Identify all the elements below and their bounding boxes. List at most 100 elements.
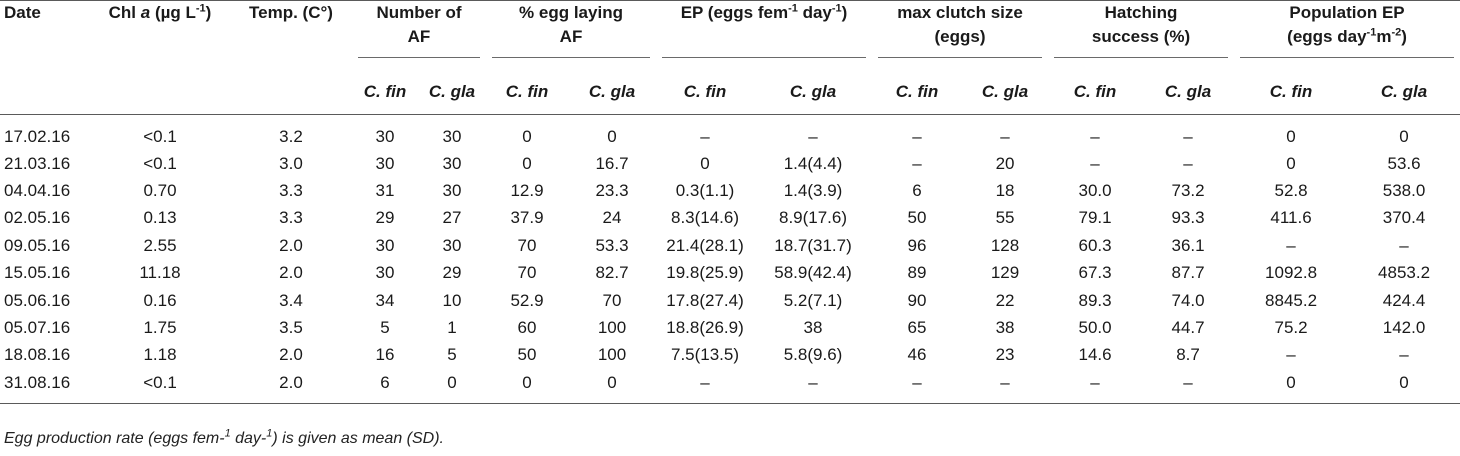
table-cell: <0.1 xyxy=(143,153,177,173)
table-cell: – xyxy=(1399,345,1409,365)
table-cell: 0 xyxy=(1286,126,1296,146)
table-cell: 55 xyxy=(995,208,1015,228)
subheader-c-gla: C. gla xyxy=(1348,70,1460,115)
table-row: 05.06.16 0.16 3.4 34 10 52.9 70 17.8(27.4) 5.2(7… xyxy=(0,287,1460,314)
table-cell: 1092.8 xyxy=(1265,263,1318,283)
col-header-chl: Chl a (µg L-1) xyxy=(90,0,230,115)
table-cell: 0.13 xyxy=(143,208,177,228)
table-cell: 53.6 xyxy=(1387,153,1421,173)
table-cell: – xyxy=(962,369,1049,404)
table-cell: – xyxy=(1183,126,1193,146)
table-cell: 30 xyxy=(442,181,462,201)
col-header-temp: Temp. (C°) xyxy=(230,0,352,115)
table-cell: 34 xyxy=(375,290,395,310)
table-cell: 05.07.16 xyxy=(4,318,71,338)
table-cell: 79.1 xyxy=(1078,208,1112,228)
col-header-hatching: Hatching success (%) xyxy=(1048,0,1235,70)
table-cell: 30 xyxy=(375,263,395,283)
table-cell: 22 xyxy=(995,290,1015,310)
table-cell: 21.4(28.1) xyxy=(666,235,744,255)
table-cell: 04.04.16 xyxy=(4,181,71,201)
table-cell: 8.9(17.6) xyxy=(778,208,848,228)
egg-production-table: Date Chl a (µg L-1) Temp. (C°) Number of… xyxy=(0,0,1460,404)
table-cell: – xyxy=(1090,153,1100,173)
table-cell: 52.9 xyxy=(510,290,544,310)
table-cell: 2.55 xyxy=(143,235,177,255)
table-cell: 0.70 xyxy=(143,181,177,201)
subheader-c-gla: C. gla xyxy=(962,70,1049,115)
table-cell: 20 xyxy=(995,153,1015,173)
subheader-c-fin: C. fin xyxy=(656,70,755,115)
table-row: 17.02.16 <0.1 3.2 30 30 0 0 – – – – – – 0 0 xyxy=(0,115,1460,151)
table-cell: 29 xyxy=(442,263,462,283)
table-cell: 538.0 xyxy=(1382,181,1426,201)
table-cell: 89.3 xyxy=(1078,290,1112,310)
table-cell: 0 xyxy=(1399,126,1409,146)
table-cell: 30 xyxy=(442,126,462,146)
col-header-ep: EP (eggs fem-1 day-1) xyxy=(656,0,873,70)
table-cell: 27 xyxy=(442,208,462,228)
table-cell: 82.7 xyxy=(595,263,629,283)
table-cell: 38 xyxy=(803,318,823,338)
table-cell: 75.2 xyxy=(1274,318,1308,338)
table-cell: – xyxy=(872,369,963,404)
table-cell: 50 xyxy=(517,345,537,365)
table-cell: <0.1 xyxy=(90,369,230,404)
table-cell: 73.2 xyxy=(1171,181,1205,201)
table-row: 15.05.16 11.18 2.0 30 29 70 82.7 19.8(25.9) 58.9… xyxy=(0,260,1460,287)
table-cell: 74.0 xyxy=(1171,290,1205,310)
table-cell: 3.3 xyxy=(279,181,303,201)
table-cell: 8845.2 xyxy=(1265,290,1318,310)
table-cell: 370.4 xyxy=(1382,208,1426,228)
table-cell: 10 xyxy=(442,290,462,310)
table-row: 31.08.16 <0.1 2.0 6 0 0 0– – – – – –0 0 xyxy=(0,369,1460,404)
table-cell: 0.3(1.1) xyxy=(675,181,735,201)
table-cell: 100 xyxy=(597,345,627,365)
table-cell: 6 xyxy=(352,369,418,404)
table-cell: 30 xyxy=(375,153,395,173)
table-cell: <0.1 xyxy=(143,126,177,146)
table-cell: 18 xyxy=(995,181,1015,201)
table-cell: 24 xyxy=(602,208,622,228)
table-cell: 6 xyxy=(912,181,922,201)
table-cell: 38 xyxy=(995,318,1015,338)
table-cell: – xyxy=(754,369,873,404)
table-cell: 02.05.16 xyxy=(4,208,71,228)
table-cell: 129 xyxy=(990,263,1020,283)
table-cell: 5.2(7.1) xyxy=(783,290,843,310)
table-cell: 5 xyxy=(447,345,457,365)
subheader-c-gla: C. gla xyxy=(1142,70,1235,115)
table-cell: 411.6 xyxy=(1270,208,1312,228)
subheader-c-gla: C. gla xyxy=(568,70,657,115)
table-row: 04.04.16 0.70 3.3 31 30 12.9 23.3 0.3(1.1) 1.4(3… xyxy=(0,177,1460,204)
table-cell: 31 xyxy=(375,181,395,201)
table-cell: 7.5(13.5) xyxy=(670,345,740,365)
subheader-c-fin: C. fin xyxy=(352,70,418,115)
table-cell: – xyxy=(1183,153,1193,173)
table-cell: 1.18 xyxy=(143,345,177,365)
table-cell: 14.6 xyxy=(1078,345,1112,365)
table-row: 21.03.16 <0.1 3.0 30 30 0 16.7 0 1.4(4.4) – 20 – – 0 5… xyxy=(0,150,1460,177)
table-cell: 1 xyxy=(447,318,457,338)
subheader-c-gla: C. gla xyxy=(754,70,873,115)
table-cell: 0.16 xyxy=(143,290,177,310)
table-cell: 0 xyxy=(1286,153,1296,173)
table-cell: 17.02.16 xyxy=(4,126,71,146)
table-cell: 60 xyxy=(517,318,537,338)
table-cell: 11.18 xyxy=(139,263,181,283)
table-cell: – xyxy=(808,126,818,146)
table-cell: 70 xyxy=(517,235,537,255)
table-cell: 0 xyxy=(486,369,568,404)
table-cell: 17.8(27.4) xyxy=(666,290,744,310)
table-cell: 1.4(3.9) xyxy=(783,181,843,201)
table-cell: 16.7 xyxy=(595,153,629,173)
col-header-clutch: max clutch size (eggs) xyxy=(872,0,1049,70)
table-cell: 23 xyxy=(995,345,1015,365)
table-cell: – xyxy=(1142,369,1235,404)
table-cell: – xyxy=(1286,235,1296,255)
table-cell: 18.08.16 xyxy=(4,345,71,365)
table-cell: 37.9 xyxy=(510,208,544,228)
table-row: 02.05.16 0.13 3.3 29 27 37.9 24 8.3(14.6) 8.9(17… xyxy=(0,205,1460,232)
table-cell: – xyxy=(1000,126,1010,146)
